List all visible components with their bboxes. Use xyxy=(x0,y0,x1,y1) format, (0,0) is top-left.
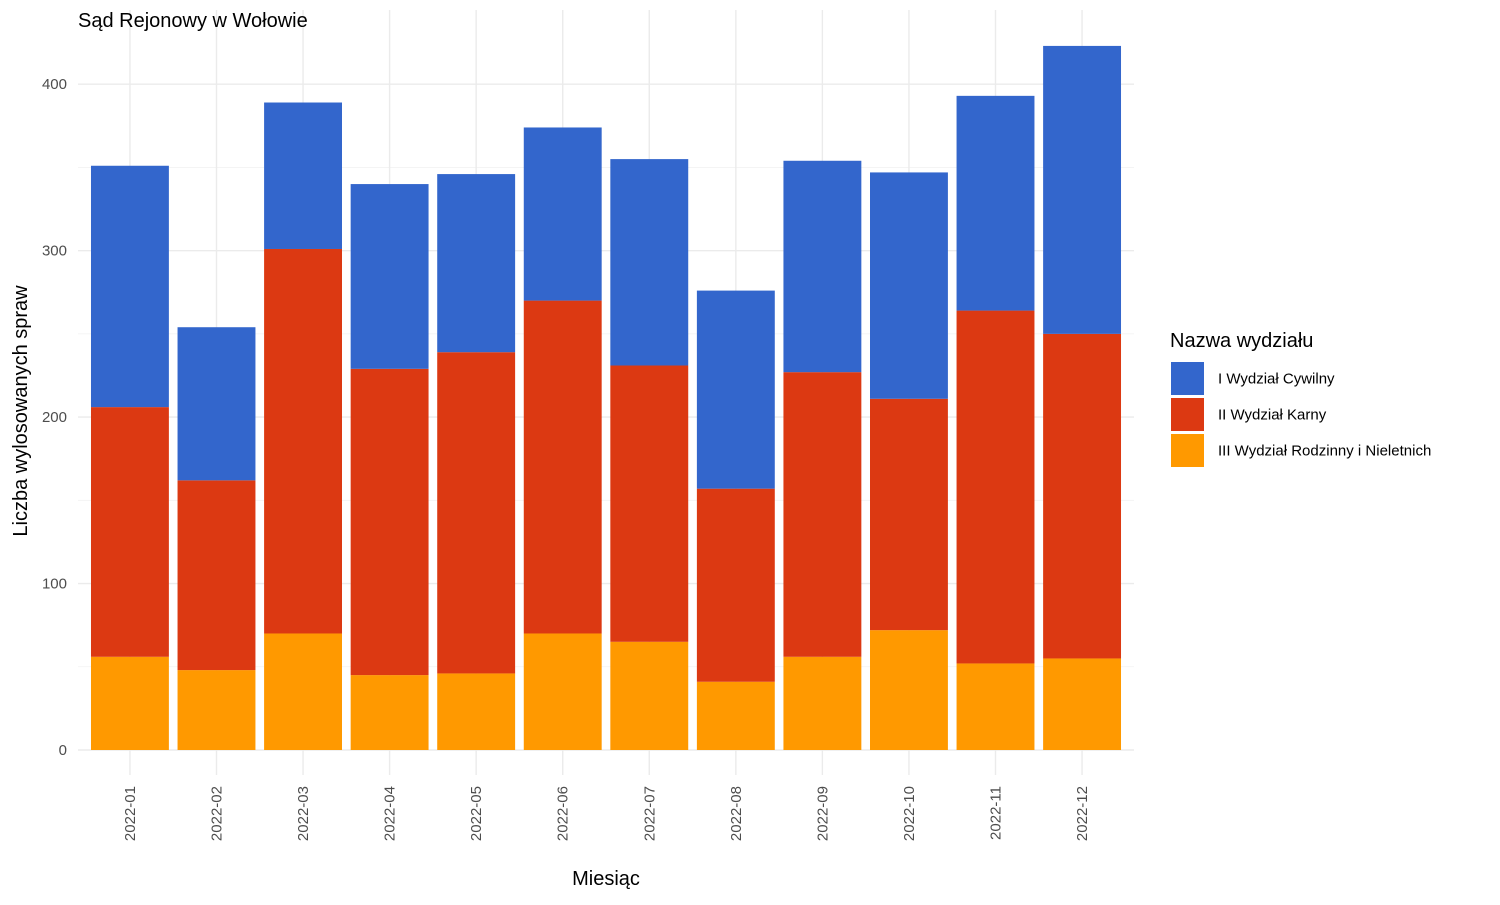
bar-segment xyxy=(696,681,775,750)
y-tick-label: 300 xyxy=(42,243,67,260)
x-axis-ticks: 2022-01 2022-02 2022-03 2022-04 2022-05 2022-… xyxy=(122,786,1091,841)
legend: Nazwa wydziału I Wydział Cywilny II Wydzi… xyxy=(1170,330,1431,467)
x-tick-label: 2022-08 xyxy=(728,786,745,841)
bar-segment xyxy=(1043,333,1122,659)
y-tick-label: 100 xyxy=(42,576,67,593)
bar-segment xyxy=(523,633,602,750)
bar-segment xyxy=(264,248,342,634)
legend-item: II Wydział Karny xyxy=(1171,398,1327,431)
bar-segment xyxy=(1043,658,1122,750)
x-tick-label: 2022-03 xyxy=(295,786,312,841)
bar-segment xyxy=(783,656,862,750)
legend-label: III Wydział Rodzinny i Nieletnich xyxy=(1218,443,1431,460)
x-tick-label: 2022-02 xyxy=(208,786,225,841)
x-tick-label: 2022-01 xyxy=(122,786,139,841)
bars xyxy=(90,45,1122,750)
bar-segment xyxy=(90,407,169,657)
bar-segment xyxy=(437,352,516,674)
bar-segment xyxy=(783,160,862,373)
legend-item: III Wydział Rodzinny i Nieletnich xyxy=(1171,434,1431,467)
bar-segment xyxy=(90,656,169,750)
bar-segment xyxy=(870,398,948,631)
y-tick-label: 200 xyxy=(42,409,67,426)
y-tick-label: 400 xyxy=(42,76,67,93)
bar-segment xyxy=(696,290,775,489)
bar-segment xyxy=(956,95,1035,311)
bar-segment xyxy=(177,670,256,750)
x-tick-label: 2022-09 xyxy=(814,786,831,841)
bar-segment xyxy=(956,310,1035,664)
x-tick-label: 2022-05 xyxy=(468,786,485,841)
legend-items: I Wydział Cywilny II Wydział Karny III Wyd… xyxy=(1171,362,1431,467)
y-axis-ticks: 0 100 200 300 400 xyxy=(42,76,67,759)
bar-segment xyxy=(523,300,602,634)
legend-title: Nazwa wydziału xyxy=(1170,330,1313,352)
x-tick-label: 2022-11 xyxy=(988,786,1005,840)
bar-segment xyxy=(610,159,689,366)
bar-segment xyxy=(350,368,429,676)
bar-segment xyxy=(350,184,429,369)
bar-segment xyxy=(870,172,948,399)
bar-segment xyxy=(177,480,256,671)
bar-segment xyxy=(523,127,602,301)
chart-title: Sąd Rejonowy w Wołowie xyxy=(78,10,308,32)
bar-segment xyxy=(1043,45,1122,334)
bar-segment xyxy=(264,102,342,249)
bar-segment xyxy=(610,641,689,750)
y-axis-title: Liczba wylosowanych spraw xyxy=(10,285,32,537)
bar-segment xyxy=(264,633,342,750)
legend-item: I Wydział Cywilny xyxy=(1171,362,1335,395)
bar-segment xyxy=(177,327,256,481)
bar-segment xyxy=(870,630,948,750)
bar-segment xyxy=(90,165,169,408)
bar-segment xyxy=(783,372,862,657)
legend-key xyxy=(1171,434,1204,467)
x-tick-label: 2022-07 xyxy=(641,786,658,841)
y-tick-label: 0 xyxy=(59,742,67,759)
x-tick-label: 2022-04 xyxy=(382,786,399,841)
bar-segment xyxy=(610,365,689,642)
x-tick-label: 2022-12 xyxy=(1074,786,1091,841)
bar-segment xyxy=(350,675,429,750)
legend-key xyxy=(1171,398,1204,431)
legend-label: I Wydział Cywilny xyxy=(1218,371,1335,388)
bar-segment xyxy=(956,663,1035,750)
x-axis-title: Miesiąc xyxy=(572,868,640,890)
bar-segment xyxy=(437,174,516,353)
legend-label: II Wydział Karny xyxy=(1218,407,1327,424)
bar-segment xyxy=(696,488,775,682)
x-tick-label: 2022-06 xyxy=(555,786,572,841)
legend-key xyxy=(1171,362,1204,395)
bar-segment xyxy=(437,673,516,750)
x-tick-label: 2022-10 xyxy=(901,786,918,841)
